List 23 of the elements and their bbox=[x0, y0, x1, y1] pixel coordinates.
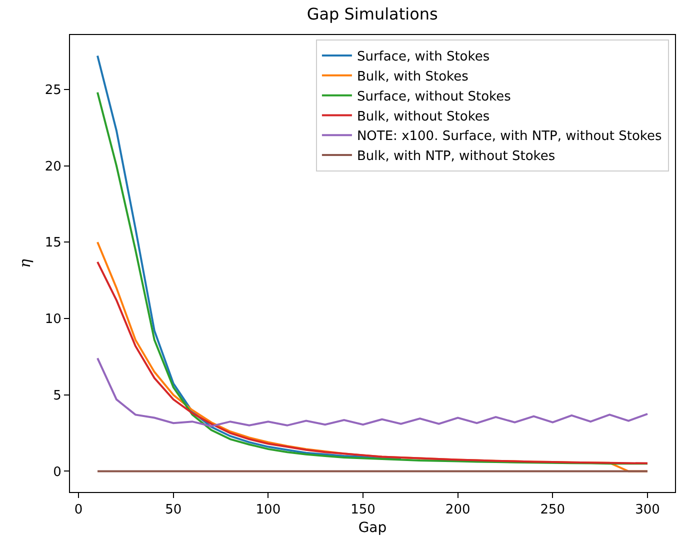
x-tick-label: 0 bbox=[74, 502, 83, 518]
x-tick-label: 100 bbox=[256, 502, 281, 518]
y-axis-title: η bbox=[16, 259, 34, 268]
x-axis-title: Gap bbox=[358, 520, 387, 536]
y-tick-label: 5 bbox=[53, 388, 62, 404]
y-tick-label: 10 bbox=[44, 312, 62, 328]
legend-label: NOTE: x100. Surface, with NTP, without Stokes bbox=[356, 129, 662, 144]
legend-label: Bulk, with NTP, without Stokes bbox=[356, 149, 556, 164]
chart-title: Gap Simulations bbox=[306, 4, 438, 24]
x-tick-label: 250 bbox=[540, 502, 566, 518]
legend-label: Bulk, with Stokes bbox=[356, 69, 469, 84]
y-tick-label: 25 bbox=[44, 82, 62, 98]
x-tick-label: 300 bbox=[635, 502, 660, 518]
y-tick-label: 20 bbox=[44, 159, 62, 174]
legend-label: Surface, with Stokes bbox=[356, 50, 490, 65]
x-tick-label: 150 bbox=[350, 502, 376, 518]
y-tick-label: 0 bbox=[53, 464, 62, 480]
legend-label: Surface, without Stokes bbox=[356, 89, 512, 104]
y-tick-label: 15 bbox=[44, 236, 62, 251]
x-tick-label: 200 bbox=[445, 502, 470, 518]
x-tick-label: 50 bbox=[165, 502, 182, 518]
legend-label: Bulk, without Stokes bbox=[356, 109, 490, 124]
line-series bbox=[96, 357, 648, 428]
